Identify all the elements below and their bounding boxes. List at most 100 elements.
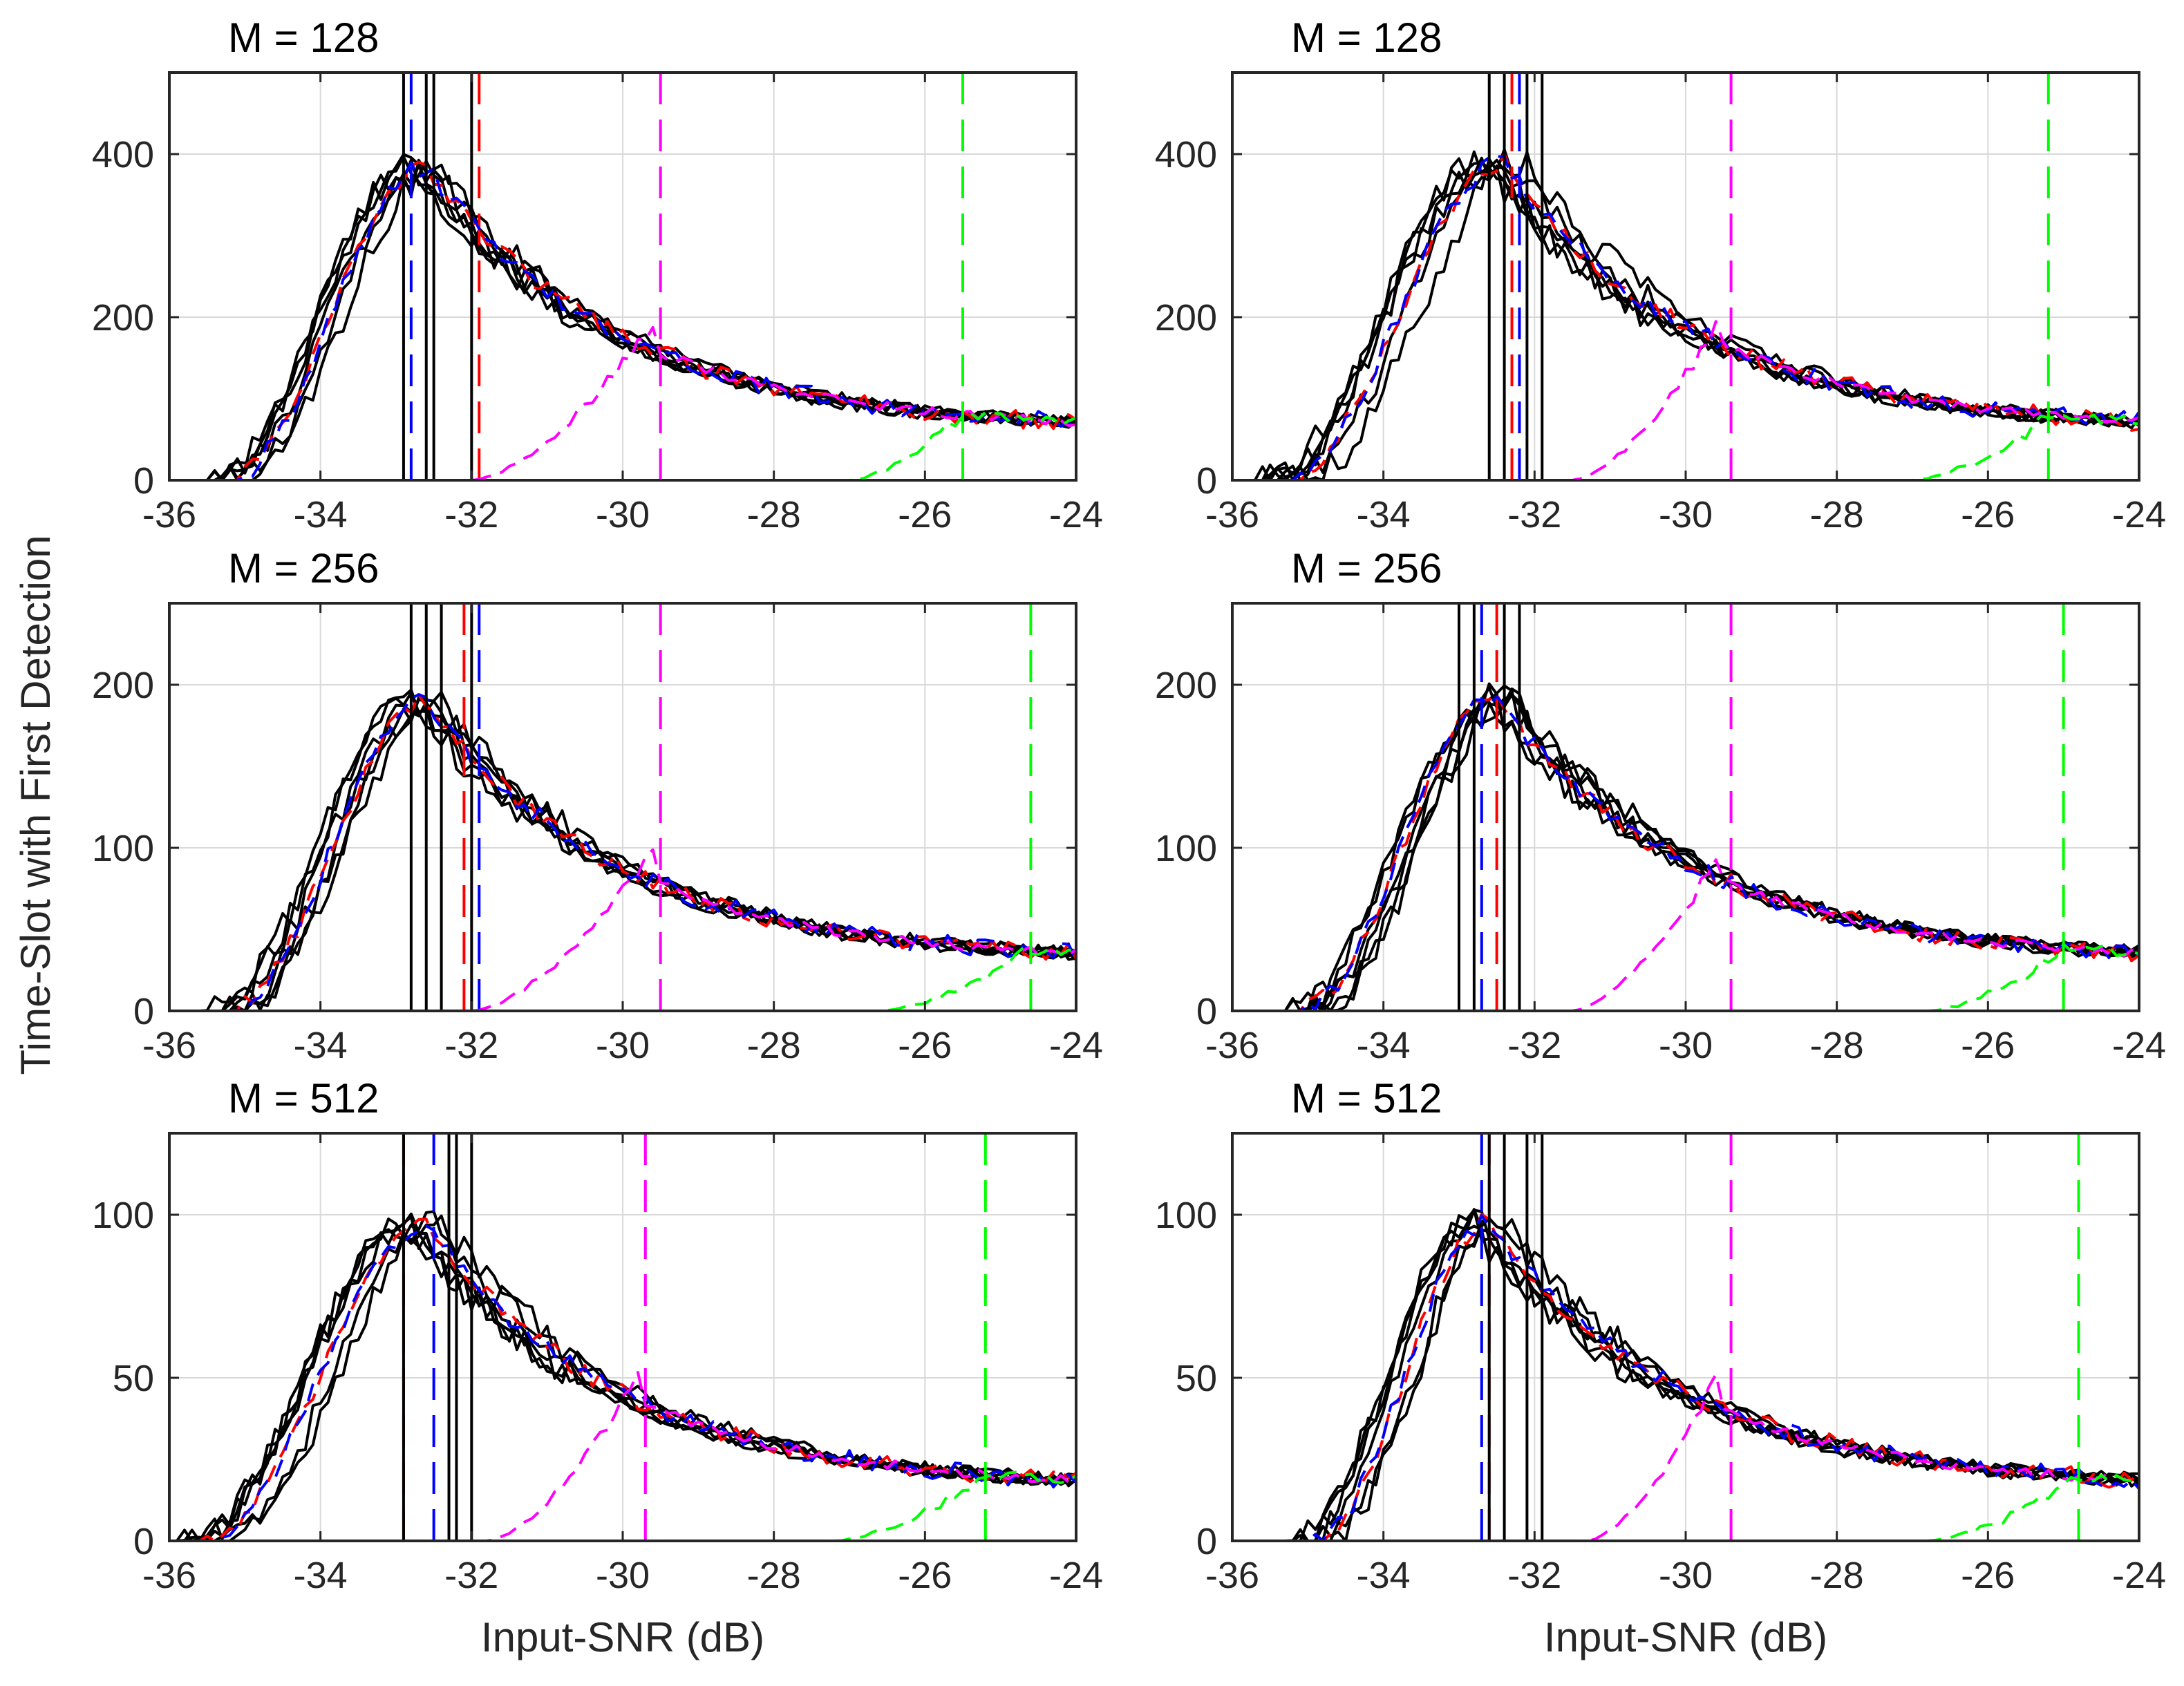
plot-content — [169, 1133, 1076, 1541]
y-tick-label: 0 — [1196, 991, 1217, 1032]
x-tick-label: -32 — [444, 1025, 498, 1066]
y-tick-label: 100 — [92, 828, 154, 869]
x-tick-label: -28 — [1810, 1555, 1864, 1596]
y-tick-label: 200 — [92, 665, 154, 706]
x-tick-label: -28 — [747, 1025, 801, 1066]
plot-content — [1232, 1133, 2139, 1541]
x-tick-label: -32 — [1507, 1025, 1561, 1066]
series-red-line — [169, 693, 1076, 1011]
x-tick-label: -26 — [898, 1025, 952, 1066]
x-tick-label: -26 — [898, 1555, 952, 1596]
x-tick-label: -36 — [1205, 1555, 1259, 1596]
x-tick-label: -36 — [1205, 1025, 1259, 1066]
series-black-line-2 — [1232, 682, 2139, 1011]
x-tick-label: -30 — [596, 1555, 650, 1596]
x-tick-label: -24 — [1049, 1025, 1103, 1066]
y-tick-label: 200 — [1155, 297, 1217, 339]
series-red-line — [169, 160, 1076, 480]
series-blue-line — [1232, 155, 2139, 480]
series-magenta-line — [1232, 320, 2139, 480]
series-magenta-line — [169, 325, 1076, 480]
series-black-line-2 — [169, 158, 1076, 480]
series-black-line-6 — [1232, 693, 2139, 1011]
chart-panel-bottom-right: -36 -34 -32 -30 -28 -26 -24 0 50 100 M = 512 Input-… — [1155, 1075, 2166, 1660]
panel-title: M = 128 — [228, 15, 379, 61]
x-tick-label: -36 — [142, 1025, 196, 1066]
series-black-line-4 — [1232, 1217, 2139, 1541]
series-red-line — [1232, 1213, 2139, 1541]
series-green-line — [1232, 943, 2139, 1011]
x-tick-label: -30 — [596, 494, 650, 536]
x-tick-label: -32 — [1507, 494, 1561, 536]
chart-panel-middle-right: -36 -34 -32 -30 -28 -26 -24 0 100 200 M = 256 — [1155, 545, 2166, 1066]
y-tick-label: 0 — [133, 991, 154, 1032]
x-tick-label: -34 — [294, 1555, 348, 1596]
x-tick-label: -28 — [747, 1555, 801, 1596]
x-tick-label: -24 — [2112, 1555, 2166, 1596]
panel-title: M = 256 — [1291, 545, 1442, 591]
x-tick-label: -24 — [1049, 494, 1103, 536]
x-tick-label: -36 — [142, 494, 196, 536]
x-tick-label: -36 — [1205, 494, 1259, 536]
series-black-line-6 — [1232, 1208, 2139, 1541]
chart-panel-middle-left: -36 -34 -32 -30 -28 -26 -24 0 100 200 M = 256 — [92, 545, 1103, 1066]
plot-content — [169, 73, 1076, 480]
x-tick-label: -32 — [444, 494, 498, 536]
x-tick-label: -26 — [1961, 1555, 2015, 1596]
x-tick-label: -34 — [1357, 1025, 1411, 1066]
x-tick-label: -28 — [1810, 1025, 1864, 1066]
x-tick-label: -24 — [1049, 1555, 1103, 1596]
series-black-line-6 — [1232, 158, 2139, 480]
x-axis-label: Input-SNR (dB) — [481, 1614, 764, 1660]
y-tick-label: 200 — [1155, 665, 1217, 706]
x-tick-label: -24 — [2112, 1025, 2166, 1066]
x-tick-label: -34 — [1357, 1555, 1411, 1596]
x-tick-label: -30 — [1659, 1025, 1713, 1066]
panel-title: M = 512 — [1291, 1075, 1442, 1121]
series-blue-line — [1232, 695, 2139, 1011]
x-tick-label: -26 — [1961, 1025, 2015, 1066]
y-axis-label: Time-Slot with First Detection — [12, 535, 59, 1074]
y-tick-label: 50 — [1176, 1358, 1217, 1399]
y-tick-label: 0 — [133, 1521, 154, 1562]
x-tick-label: -26 — [1961, 494, 2015, 536]
series-green-line — [1232, 1474, 2139, 1541]
series-green-line — [1232, 413, 2139, 480]
panel-title: M = 512 — [228, 1075, 379, 1121]
x-tick-label: -28 — [747, 494, 801, 536]
series-red-line — [169, 1218, 1076, 1541]
chart-panel-bottom-left: -36 -34 -32 -30 -28 -26 -24 0 50 100 M = 512 Input-… — [92, 1075, 1103, 1660]
series-black-line-3 — [1232, 688, 2139, 1011]
series-blue-line — [1232, 1213, 2139, 1541]
x-tick-label: -30 — [1659, 494, 1713, 536]
x-tick-label: -32 — [1507, 1555, 1561, 1596]
y-tick-label: 0 — [1196, 460, 1217, 502]
chart-panel-top-left: -36 -34 -32 -30 -28 -26 -24 0 200 400 M = 128 — [92, 15, 1103, 536]
y-tick-label: 0 — [133, 460, 154, 502]
x-tick-label: -30 — [1659, 1555, 1713, 1596]
y-tick-label: 400 — [1155, 134, 1217, 176]
x-tick-label: -30 — [596, 1025, 650, 1066]
series-blue-line — [169, 1224, 1076, 1541]
y-tick-label: 100 — [1155, 828, 1217, 869]
chart-panel-top-right: -36 -34 -32 -30 -28 -26 -24 0 200 400 M = 128 — [1155, 15, 2166, 536]
x-axis-label: Input-SNR (dB) — [1544, 1614, 1827, 1660]
plot-content — [1232, 73, 2139, 480]
series-red-line — [1232, 692, 2139, 1011]
x-tick-label: -36 — [142, 1555, 196, 1596]
series-black-line-5 — [169, 701, 1076, 1011]
x-tick-label: -34 — [294, 494, 348, 536]
y-tick-label: 400 — [92, 134, 154, 176]
y-tick-label: 100 — [92, 1195, 154, 1236]
x-tick-label: -26 — [898, 494, 952, 536]
x-tick-label: -34 — [294, 1025, 348, 1066]
y-tick-label: 0 — [1196, 1521, 1217, 1562]
series-magenta-line — [169, 848, 1076, 1011]
plot-content — [1232, 603, 2139, 1011]
y-tick-label: 50 — [113, 1358, 154, 1399]
x-tick-label: -34 — [1357, 494, 1411, 536]
x-tick-label: -24 — [2112, 494, 2166, 536]
series-green-line — [169, 1470, 1076, 1541]
y-tick-label: 200 — [92, 297, 154, 339]
